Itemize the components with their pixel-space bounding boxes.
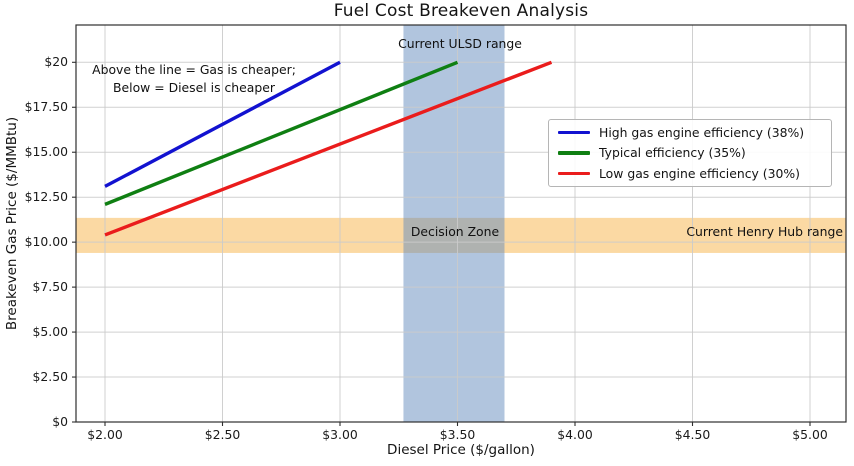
y-tick-label: $15.00 (24, 144, 68, 160)
y-tick-label: $10.00 (24, 234, 68, 250)
y-tick-label: $7.50 (32, 279, 68, 295)
x-axis-label: Diesel Price ($/gallon) (387, 442, 535, 458)
x-tick-label: $4.00 (557, 427, 593, 442)
ulsd-band-label: Current ULSD range (398, 36, 522, 51)
y-tick-label: $2.50 (32, 369, 68, 385)
y-tick-label: $20 (44, 54, 68, 70)
x-tick-label: $2.50 (204, 427, 241, 442)
y-tick-label: $0 (52, 414, 68, 429)
legend-item: High gas engine efficiency (38%) (558, 124, 822, 141)
y-axis-label: Breakeven Gas Price ($/MMBtu) (4, 116, 20, 331)
annotation-line-1: Above the line = Gas is cheaper; (92, 62, 296, 77)
gas-vs-diesel-annotation: Above the line = Gas is cheaper; Below =… (85, 61, 303, 96)
x-tick-label: $4.50 (674, 427, 711, 442)
series-line-1 (104, 60, 459, 206)
decision-zone-label: Decision Zone (410, 224, 500, 239)
legend-swatch (558, 131, 590, 135)
chart-title: Fuel Cost Breakeven Analysis (333, 1, 589, 21)
y-tick-label: $12.50 (24, 189, 68, 205)
x-tick-label: $5.00 (792, 427, 828, 442)
annotation-line-2: Below = Diesel is cheaper (113, 79, 275, 95)
series-line-2 (104, 60, 553, 237)
series-line-0 (104, 60, 341, 188)
plot-border (75, 24, 847, 423)
ulsd-band (403, 25, 505, 422)
legend-item-label: High gas engine efficiency (38%) (599, 125, 805, 141)
legend-item-label: Typical efficiency (35%) (599, 145, 746, 161)
chart-legend: High gas engine efficiency (38%) Typical … (548, 119, 832, 187)
y-tick-label: $5.00 (32, 324, 68, 340)
legend-swatch (558, 171, 590, 175)
legend-swatch (558, 151, 590, 155)
legend-item: Low gas engine efficiency (30%) (558, 165, 822, 182)
legend-item: Typical efficiency (35%) (558, 144, 822, 161)
x-tick-label: $3.50 (439, 427, 476, 442)
legend-item-label: Low gas engine efficiency (30%) (599, 165, 801, 181)
x-tick-label: $2.00 (87, 427, 123, 442)
x-tick-label: $3.00 (322, 427, 358, 442)
henry-hub-band-label: Current Henry Hub range (686, 224, 843, 239)
y-tick-label: $17.50 (24, 99, 68, 115)
